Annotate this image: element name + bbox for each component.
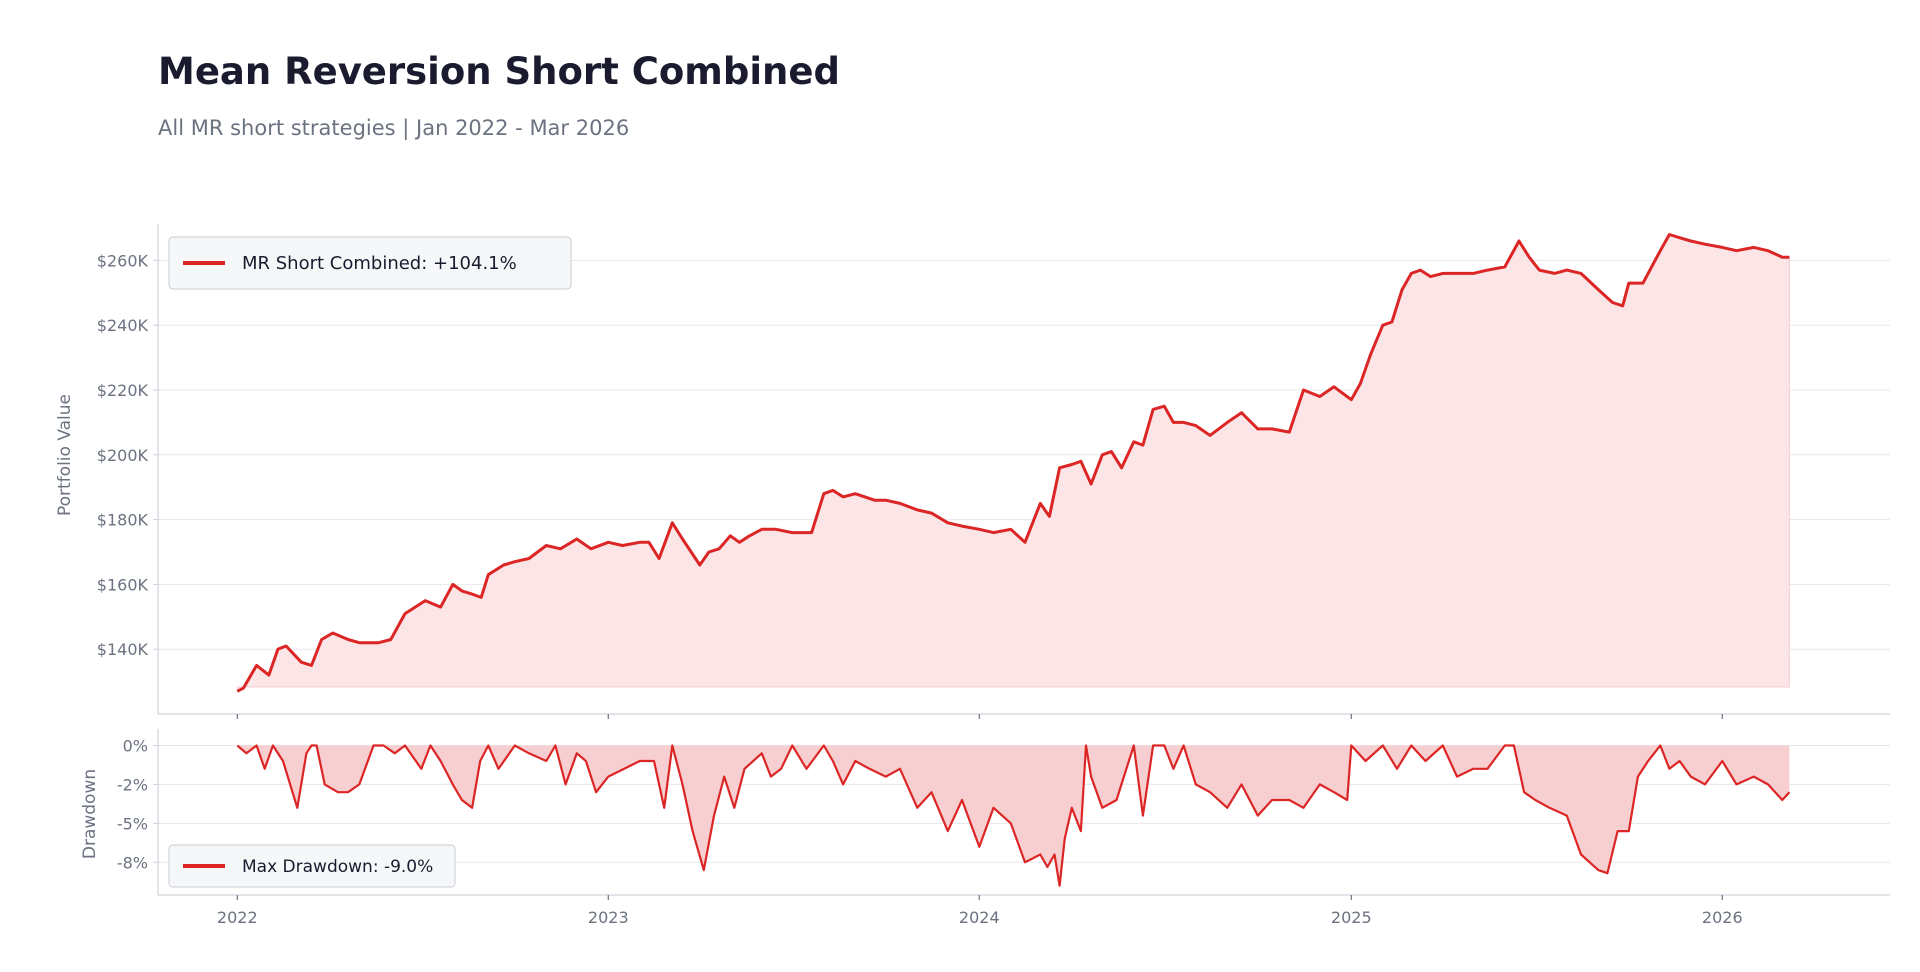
- x-tick-label: 2023: [588, 908, 629, 927]
- y-axis-label: Drawdown: [80, 769, 100, 859]
- legend-label: Max Drawdown: -9.0%: [242, 857, 433, 877]
- y-tick-label: $180K: [97, 511, 149, 530]
- y-tick-label: $240K: [97, 316, 149, 335]
- y-tick-label: $160K: [97, 575, 149, 594]
- drawdown-panel: 0% -2% -5% -8% 2022 2023 2024 2025 2026 Drawdown M…: [80, 729, 1890, 927]
- y-tick-label: -2%: [117, 775, 148, 794]
- y-tick-label: -8%: [117, 853, 148, 872]
- y-tick-label: $200K: [97, 446, 149, 465]
- legend-box: [168, 236, 572, 290]
- x-tick-label: 2022: [217, 908, 258, 927]
- legend-label: MR Short Combined: +104.1%: [242, 253, 517, 274]
- legend: Max Drawdown: -9.0%: [168, 844, 456, 888]
- legend: MR Short Combined: +104.1%: [168, 236, 572, 290]
- y-tick-label: -5%: [117, 814, 148, 833]
- y-tick-label: $220K: [97, 381, 149, 400]
- series-area: [237, 745, 1790, 886]
- y-axis-label: Portfolio Value: [55, 394, 75, 516]
- chart-subtitle: All MR short strategies | Jan 2022 - Mar…: [158, 116, 630, 140]
- x-tick-label: 2024: [959, 908, 1000, 927]
- y-tick-label: 0%: [123, 736, 148, 755]
- x-tick-label: 2025: [1331, 908, 1372, 927]
- chart-title: Mean Reversion Short Combined: [158, 50, 840, 93]
- portfolio-panel: $140K $160K $180K $200K $220K $240K $260K Portf…: [55, 224, 1890, 719]
- series-line: [236, 744, 1791, 887]
- series-area: [236, 233, 1790, 693]
- y-tick-label: $140K: [97, 640, 149, 659]
- x-tick-label: 2026: [1702, 908, 1743, 927]
- legend-box: [168, 844, 456, 888]
- y-tick-label: $260K: [97, 251, 149, 270]
- series-line: [236, 233, 1790, 693]
